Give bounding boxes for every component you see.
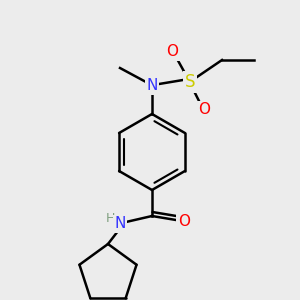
Text: H: H (105, 212, 115, 224)
Text: O: O (198, 103, 210, 118)
Text: N: N (114, 217, 126, 232)
Text: O: O (166, 44, 178, 59)
Text: S: S (185, 73, 195, 91)
Text: O: O (178, 214, 190, 230)
Text: N: N (146, 79, 158, 94)
